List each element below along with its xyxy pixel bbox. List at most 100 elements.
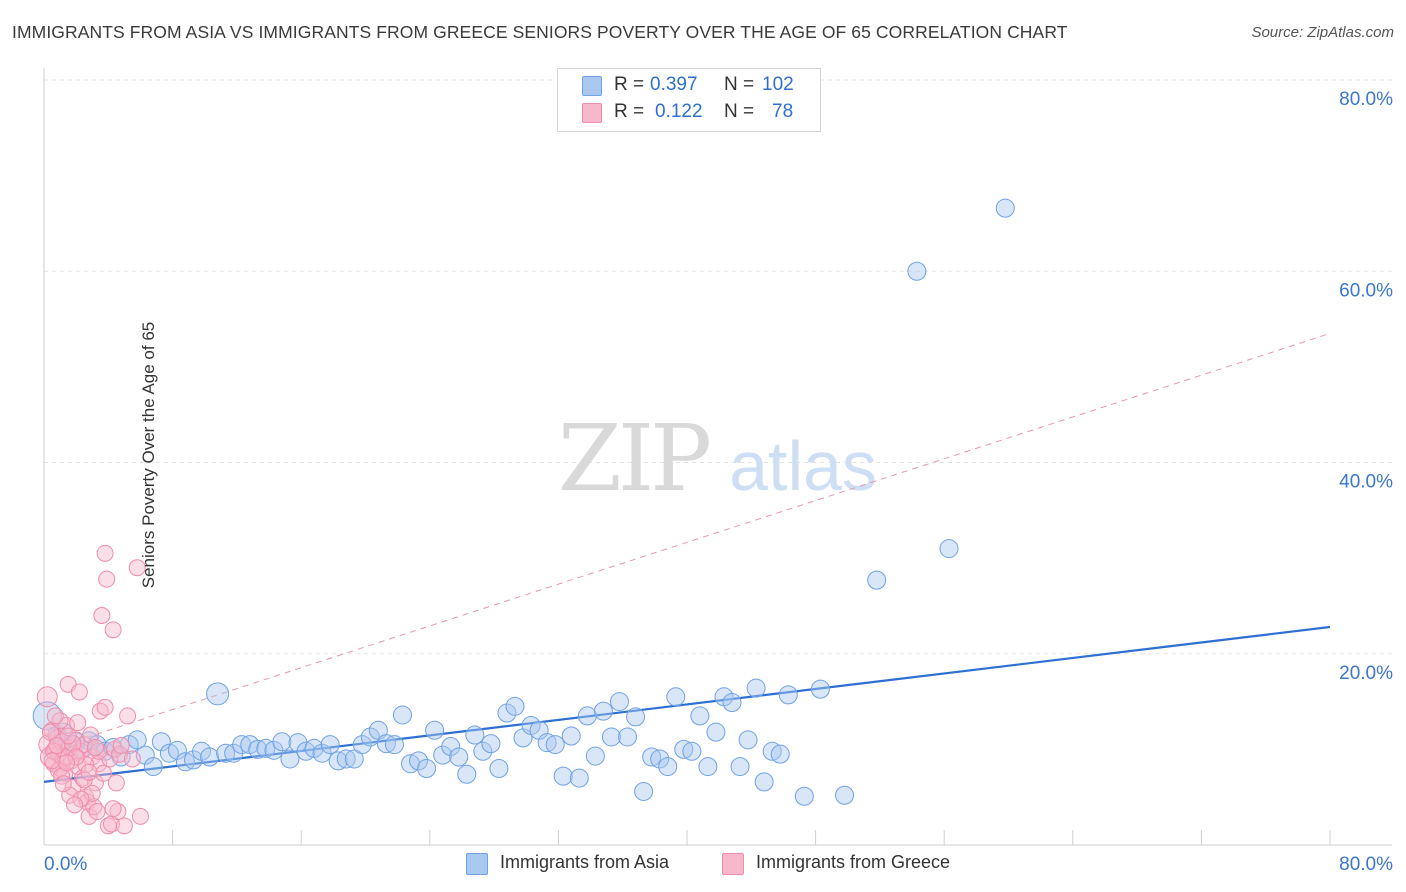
point-asia (642, 747, 662, 767)
point-greece (72, 790, 90, 808)
point-greece (104, 621, 122, 639)
legend-r-value: 0.122 (655, 101, 703, 122)
point-greece (66, 796, 84, 814)
point-asia (706, 722, 726, 742)
point-greece (86, 738, 104, 756)
point-asia (593, 701, 613, 721)
y-tick-label: 40.0% (1339, 472, 1393, 493)
bottom-legend-swatch-greece (722, 853, 744, 875)
point-asia (618, 727, 638, 747)
point-asia (360, 727, 380, 747)
point-greece (96, 698, 114, 716)
point-asia (175, 752, 195, 772)
legend-n-label: N = (724, 101, 755, 122)
point-asia (778, 685, 798, 705)
point-greece (119, 707, 137, 725)
point-asia (995, 198, 1015, 218)
y-tick-label: 60.0% (1339, 280, 1393, 301)
point-asia (698, 757, 718, 777)
point-asia (730, 757, 750, 777)
watermark: ZIP atlas (558, 405, 877, 512)
point-greece (59, 727, 77, 745)
point-asia (457, 764, 477, 784)
point-asia (206, 682, 230, 706)
point-asia (127, 730, 147, 750)
point-asia (328, 751, 348, 771)
point-asia (754, 772, 774, 792)
point-asia (794, 786, 814, 806)
point-asia (151, 732, 171, 752)
point-asia (746, 678, 766, 698)
point-greece (83, 784, 101, 802)
point-greece (69, 714, 87, 732)
point-asia (626, 707, 646, 727)
legend-r-value: 0.397 (650, 74, 698, 95)
point-asia (939, 539, 959, 559)
point-greece (123, 750, 141, 768)
stats-legend: R = 0.397 N = 102 R = 0.122 N = 78 (557, 68, 821, 132)
point-asia (569, 768, 589, 788)
point-greece (80, 807, 98, 825)
point-asia (216, 743, 236, 763)
bottom-legend-label-greece: Immigrants from Greece (756, 852, 951, 872)
point-asia (609, 692, 629, 712)
legend-n-value: 78 (772, 101, 794, 122)
trend-line-greece (43, 332, 1331, 752)
point-asia (441, 737, 461, 757)
point-asia (835, 785, 855, 805)
tick-labels: 20.0% 40.0% 60.0% 80.0% 0.0% 80.0% (44, 89, 1393, 875)
point-greece (67, 748, 85, 766)
point-asia (690, 706, 710, 726)
x-tick-label: 0.0% (44, 854, 87, 875)
y-axis-label: Seniors Poverty Over the Age of 65 (139, 321, 159, 589)
point-asia (481, 734, 501, 754)
point-greece (48, 737, 66, 755)
trend-lines (43, 332, 1331, 783)
chart-title: IMMIGRANTS FROM ASIA VS IMMIGRANTS FROM … (12, 22, 1068, 42)
point-asia (867, 570, 887, 590)
point-greece (131, 807, 149, 825)
point-greece (43, 752, 61, 770)
y-tick-label: 20.0% (1339, 663, 1393, 684)
point-asia (601, 727, 621, 747)
point-asia (634, 781, 654, 801)
point-asia (545, 735, 565, 755)
point-greece (88, 803, 106, 821)
point-asia (248, 739, 268, 759)
axes (43, 68, 1392, 846)
x-tick-label: 80.0% (1339, 854, 1393, 875)
point-asia (167, 740, 187, 760)
point-greece (94, 764, 112, 782)
point-asia (497, 703, 517, 723)
point-greece (46, 707, 64, 725)
point-asia (666, 687, 686, 707)
point-greece (104, 800, 122, 818)
watermark-zip: ZIP (558, 405, 709, 512)
point-greece (90, 755, 108, 773)
point-asia (722, 693, 742, 713)
point-greece (80, 763, 98, 781)
point-greece (115, 817, 133, 835)
legend-r-label: R = (614, 74, 645, 95)
point-asia (352, 735, 372, 755)
point-asia (417, 759, 437, 778)
source-label: Source: ZipAtlas.com (1251, 24, 1394, 41)
point-asia (489, 759, 509, 778)
point-asia (473, 741, 493, 761)
point-greece (58, 754, 76, 772)
bottom-legend-swatch-asia (466, 853, 488, 875)
point-asia (336, 749, 356, 769)
legend-n-label: N = (724, 74, 755, 95)
point-asia (449, 747, 469, 767)
point-greece (111, 745, 129, 763)
point-asia (770, 744, 790, 764)
point-asia (272, 732, 292, 752)
point-asia (409, 751, 429, 771)
point-asia (392, 705, 412, 725)
point-asia (425, 720, 445, 740)
point-greece (98, 570, 116, 588)
point-asia (465, 725, 485, 745)
point-greece (36, 686, 58, 708)
y-tick-label: 80.0% (1339, 89, 1393, 110)
point-asia (674, 739, 694, 759)
